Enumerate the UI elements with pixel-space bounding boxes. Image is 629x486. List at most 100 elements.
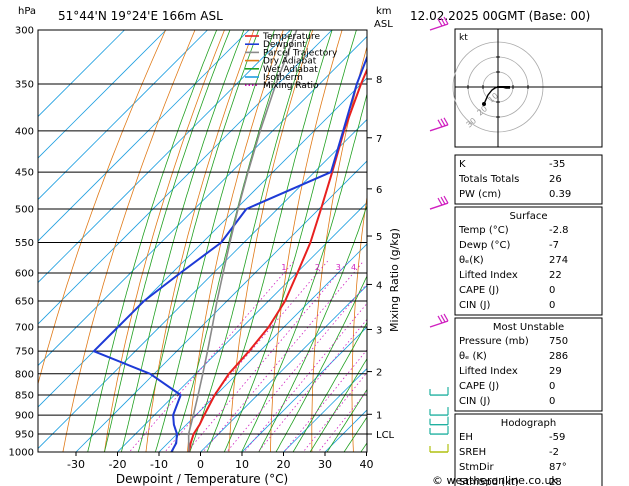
pressure-tick-label: 400 [15,126,34,137]
most_unstable-row-label: Pressure (mb) [459,336,529,347]
most_unstable-block [454,317,603,412]
isotherm [38,30,126,118]
dry-adiabat [103,30,225,452]
hodograph_table-row-label: StmSpd (kt) [459,477,519,486]
mixing-ratio-label: 4 [351,263,356,272]
isobar-lines [38,30,367,452]
footer-credit: © weatheronline.co.uk [432,474,558,486]
hodograph_table-row-value: -59 [549,432,565,443]
x-tick-label: 0 [197,458,204,471]
most_unstable-row-value: 286 [549,351,568,362]
wind-barb [429,387,449,396]
surface-row-label: Dewp (°C) [459,240,510,251]
pressure-tick-label: 950 [15,430,34,441]
pressure-tick-label: 600 [15,268,34,279]
hodograph-panel: kt 10 20 30 [452,28,603,148]
mixing-ratio-line [186,260,349,452]
legend-label: Parcel Trajectory [263,48,338,58]
wet-adiabat-lines [87,30,367,452]
dry-adiabat [228,30,314,452]
wind-barb [429,416,449,426]
most_unstable-row-label: CIN (J) [459,396,490,407]
wind-barb [429,117,449,132]
height-tick-label: 6 [376,185,382,196]
height-tick-label: 7 [376,134,382,145]
pressure-tick-label: 450 [15,168,34,179]
wind-barb [429,426,449,435]
wet-adiabat [154,30,275,452]
surface-row-label: Temp (°C) [458,225,509,236]
most_unstable-row-value: 0 [549,396,555,407]
hpa-axis-unit: hPa [18,6,36,17]
series-dewpoint [92,54,367,452]
height-tick-label: 3 [376,325,382,336]
pressure-tick-label: 750 [15,347,34,358]
most_unstable-row-label: θₑ (K) [459,351,487,362]
x-tick-label: 20 [277,458,291,471]
isotherm [199,284,367,452]
height-tick-label: 2 [376,368,382,379]
mixing-ratio-lines [128,260,367,452]
wet-adiabat [292,321,367,452]
surface-row-label: θₑ(K) [459,255,484,266]
mixing-ratio-line [128,260,295,452]
wet-adiabat [120,30,245,452]
x-tick-label: -30 [67,458,85,471]
height-tick-label: 1 [376,410,382,421]
surface-row-value: 274 [549,255,568,266]
pressure-tick-label: 300 [15,26,34,37]
wind-barb [429,313,449,328]
most_unstable-title: Most Unstable [493,322,564,333]
height-tick-label: LCL [376,430,395,441]
mixing-ratio-line [226,282,367,452]
wet-adiabat [241,92,367,452]
hodograph_table-row-label: StmDir [459,462,494,473]
pressure-tick-label: 650 [15,297,34,308]
mixing-ratio-label: 6 [373,263,378,272]
most_unstable-row-label: CAPE (J) [459,381,499,392]
hodograph_table-row-value: 28 [549,477,562,486]
mixing-ratio-label: 15 [425,263,435,272]
surface-row-value: -7 [549,240,559,251]
indices-row-value: 26 [549,174,562,185]
x-axis-label: Dewpoint / Temperature (°C) [116,472,288,486]
legend-label: Dewpoint [263,40,306,50]
isotherm [241,326,367,452]
dry-adiabat-lines [38,30,367,452]
surface-row-value: 0 [549,285,555,296]
forecast-date: 12.02.2025 00GMT (Base: 00) [410,9,590,23]
isotherm [282,367,367,452]
hodograph_table-title: Hodograph [501,418,556,429]
dry-adiabat [311,45,367,452]
surface-row-label: CIN (J) [459,300,490,311]
pressure-tick-label: 800 [15,369,34,380]
mixing-ratio-label: 20 [443,263,453,272]
mixing-ratio-label: 10 [400,263,410,272]
height-tick-label: 4 [376,280,382,291]
dry-adiabat [62,30,196,452]
isotherm [38,30,333,325]
isotherm [38,35,367,367]
profile-series [92,30,367,452]
plot-area: 12346810152025 [38,30,453,452]
asl-axis-unit: ASL [374,19,393,30]
legend-label: Mixing Ratio [263,81,319,91]
isotherm [38,30,167,159]
isotherm [38,30,209,201]
wind-barb [429,407,449,416]
stability-indices-table: K -35 Totals Totals 26 PW (cm) 0.39SurfaceTem… [454,154,603,486]
wet-adiabat [258,204,367,452]
hodograph_table-row-value: 87° [549,462,567,473]
pressure-tick-label: 900 [15,411,34,422]
height-axis: 8 7 6 5 4 3 2 1 LCL [367,75,395,441]
hodograph_table-block [454,413,603,486]
wet-adiabat [172,30,293,452]
series-parcel-trajectory [187,30,298,452]
wet-adiabat [137,30,260,452]
dry-adiabat [38,30,167,386]
surface-row-value: -2.8 [549,225,569,236]
height-tick-label: 5 [376,232,382,243]
hodograph_table-row-value: -2 [549,447,559,458]
dry-adiabat [186,30,284,452]
